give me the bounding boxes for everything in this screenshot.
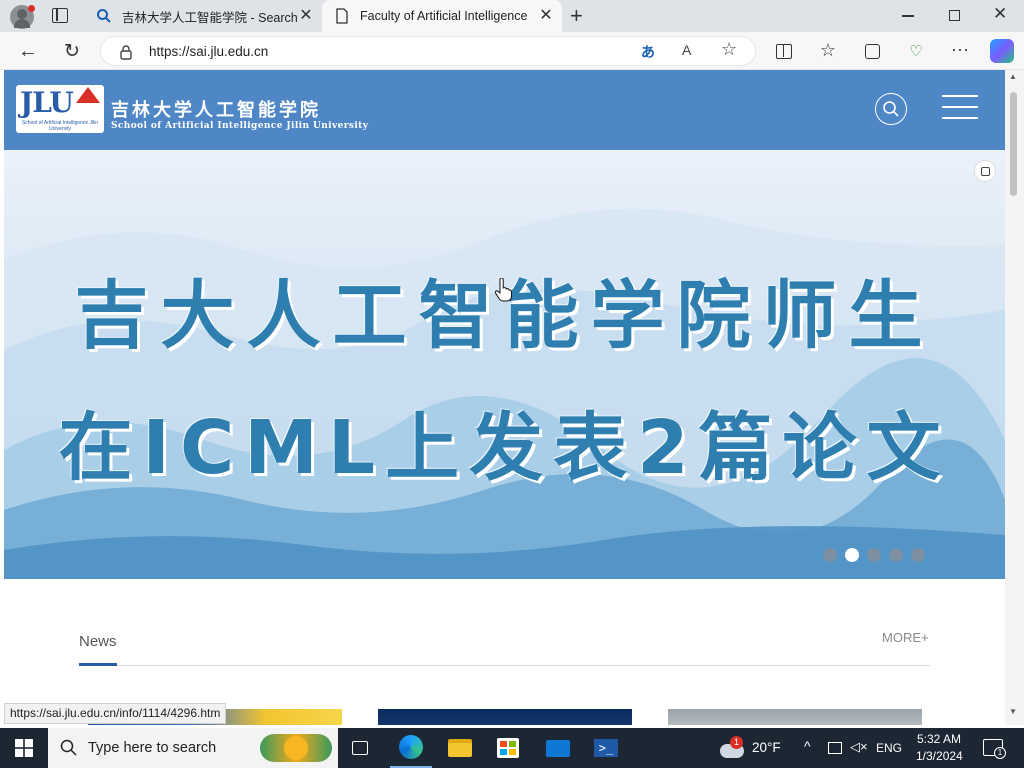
- notification-count: 1: [994, 747, 1006, 759]
- scrollbar-thumb[interactable]: [1010, 92, 1017, 196]
- menu-hamburger-icon[interactable]: [942, 95, 978, 121]
- site-search-button[interactable]: [875, 93, 907, 125]
- scroll-down-icon[interactable]: ▼: [1009, 707, 1017, 716]
- minimize-icon[interactable]: [902, 15, 914, 17]
- new-tab-icon[interactable]: +: [570, 3, 583, 28]
- tab-title: Faculty of Artificial Intelligence: [360, 9, 528, 23]
- browser-toolbar: ← ↻ https://sai.jlu.edu.cn あ A ☆ ☆ ♡ ···: [0, 32, 1024, 70]
- tab-search[interactable]: 吉林大学人工智能学院 - Search ✕: [84, 0, 322, 32]
- show-hidden-icons-icon[interactable]: ^: [804, 738, 811, 754]
- visual-search-icon[interactable]: [974, 160, 996, 182]
- site-logo[interactable]: JLU School of Artificial Intelligence Ji…: [16, 85, 104, 133]
- news-heading: News: [79, 633, 117, 650]
- news-section: News MORE+: [4, 579, 1005, 725]
- taskbar-search-placeholder: Type here to search: [88, 740, 217, 756]
- hero-headline-line1: 吉大人工智能学院师生: [74, 273, 935, 359]
- browser-tab-bar: 吉林大学人工智能学院 - Search ✕ Faculty of Artific…: [0, 0, 1024, 32]
- news-card-image[interactable]: [668, 709, 922, 725]
- tab-title: 吉林大学人工智能学院 - Search: [122, 10, 298, 25]
- news-more-link[interactable]: MORE+: [882, 630, 929, 645]
- clock-date[interactable]: 1/3/2024: [916, 749, 963, 763]
- weather-icon[interactable]: 1: [718, 736, 746, 760]
- tab-actions-icon[interactable]: [52, 8, 68, 23]
- logo-flame-icon: [76, 87, 100, 103]
- scroll-up-icon[interactable]: ▲: [1009, 72, 1017, 81]
- status-bar-url: https://sai.jlu.edu.cn/info/1114/4296.ht…: [4, 703, 227, 724]
- url-text: https://sai.jlu.edu.cn: [149, 44, 269, 59]
- volume-muted-icon[interactable]: ◁×: [850, 739, 868, 754]
- lock-icon[interactable]: [119, 44, 133, 60]
- page-icon: [336, 8, 348, 24]
- powershell-icon[interactable]: >_: [586, 728, 626, 768]
- carousel-dot-2[interactable]: [845, 548, 859, 562]
- windows-taskbar: Type here to search >_ 1 20°F ^ ◁× ENG 5…: [0, 728, 1024, 768]
- close-window-icon[interactable]: ✕: [993, 4, 1008, 23]
- notifications-icon[interactable]: 1: [983, 739, 1006, 759]
- weather-temp[interactable]: 20°F: [752, 740, 781, 755]
- clock-time[interactable]: 5:32 AM: [916, 732, 962, 746]
- windows-logo-icon: [15, 739, 33, 757]
- network-icon[interactable]: [828, 742, 842, 754]
- read-aloud-icon[interactable]: A: [682, 42, 692, 58]
- address-bar[interactable]: https://sai.jlu.edu.cn あ A ☆: [100, 36, 756, 66]
- back-icon[interactable]: ←: [18, 39, 38, 62]
- microsoft-store-icon[interactable]: [488, 728, 528, 768]
- task-view-icon[interactable]: [342, 728, 378, 768]
- split-screen-icon[interactable]: [773, 40, 795, 62]
- site-name-en: School of Artificial Intelligence Jilin …: [111, 121, 369, 131]
- restore-icon[interactable]: [949, 10, 960, 21]
- carousel-dot-4[interactable]: [889, 548, 903, 562]
- search-icon: [883, 101, 899, 117]
- input-language[interactable]: ENG: [876, 741, 903, 755]
- close-tab-icon[interactable]: ✕: [539, 7, 553, 24]
- page-scrollbar[interactable]: ▲ ▼: [1005, 70, 1024, 725]
- hero-headline-line2: 在ICML上发表2篇论文: [58, 405, 951, 491]
- translate-icon[interactable]: あ: [641, 44, 655, 60]
- carousel-dot-3[interactable]: [867, 548, 881, 562]
- logo-subtext: School of Artificial Intelligence Jilin …: [21, 120, 99, 132]
- refresh-icon[interactable]: ↻: [64, 40, 80, 62]
- news-card-image[interactable]: [378, 709, 632, 725]
- mail-icon[interactable]: [538, 728, 578, 768]
- profile-avatar-icon[interactable]: [10, 5, 35, 29]
- edge-taskbar-icon[interactable]: [390, 728, 432, 768]
- news-heading-underline: [79, 663, 117, 666]
- hero-carousel[interactable]: 吉大人工智能学院师生 在ICML上发表2篇论文: [4, 150, 1005, 579]
- collections-icon[interactable]: [861, 40, 883, 62]
- browser-essentials-icon[interactable]: ♡: [909, 43, 923, 60]
- carousel-dot-5[interactable]: [911, 548, 925, 562]
- site-name-cn: 吉林大学人工智能学院: [111, 100, 321, 121]
- weather-badge: 1: [730, 736, 743, 749]
- settings-more-icon[interactable]: ···: [951, 38, 969, 59]
- search-icon: [97, 9, 111, 23]
- close-tab-icon[interactable]: ✕: [299, 7, 313, 24]
- hand-cursor-icon: [494, 278, 512, 302]
- copilot-icon[interactable]: [990, 39, 1014, 63]
- tab-faculty-ai[interactable]: Faculty of Artificial Intelligence ✕: [322, 0, 562, 32]
- taskbar-search-box[interactable]: Type here to search: [48, 728, 338, 768]
- logo-mark: JLU: [20, 86, 74, 119]
- mountain-background: [4, 208, 1005, 579]
- favorites-icon[interactable]: ☆: [819, 39, 837, 60]
- carousel-dot-1[interactable]: [823, 548, 837, 562]
- search-highlight-icon: [260, 734, 332, 762]
- file-explorer-icon[interactable]: [440, 728, 480, 768]
- start-button[interactable]: [0, 728, 48, 768]
- favorite-star-icon[interactable]: ☆: [721, 39, 738, 59]
- search-icon: [60, 739, 77, 756]
- site-header: JLU School of Artificial Intelligence Ji…: [4, 70, 1005, 150]
- news-divider: [79, 665, 930, 666]
- web-page: JLU School of Artificial Intelligence Ji…: [4, 70, 1005, 725]
